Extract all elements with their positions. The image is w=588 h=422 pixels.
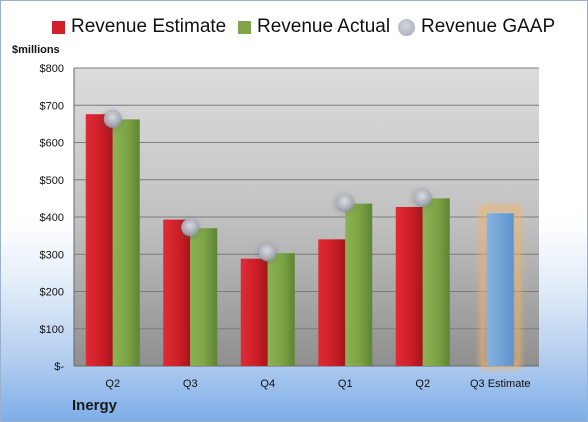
- x-tick-label: Q2: [415, 378, 430, 390]
- y-axis-title: $millions: [12, 44, 60, 56]
- x-tick-label: Q3 Estimate: [470, 378, 531, 390]
- y-tick-label: $800: [40, 63, 64, 75]
- legend-item-revenue-actual: Revenue Actual: [238, 16, 390, 38]
- y-tick-label: $300: [40, 249, 64, 261]
- x-tick-label: Q2: [105, 378, 120, 390]
- marker-revenue-gaap: [258, 243, 277, 262]
- x-tick-label: Q1: [338, 378, 353, 390]
- bar-revenue-estimate: [395, 206, 423, 366]
- legend-item-revenue-estimate: Revenue Estimate: [52, 16, 226, 38]
- bar-revenue-actual: [190, 228, 218, 366]
- y-tick-label: $400: [40, 212, 64, 224]
- legend-marker-revenue-gaap: [398, 18, 415, 36]
- legend-label-revenue-gaap: Revenue GAAP: [421, 16, 556, 37]
- y-tick-label: $500: [40, 175, 64, 187]
- legend-label-revenue-actual: Revenue Actual: [257, 16, 391, 37]
- company-name: Inergy: [72, 397, 118, 414]
- marker-revenue-gaap: [336, 193, 355, 212]
- marker-revenue-gaap: [181, 218, 200, 237]
- y-tick-label: $-: [54, 361, 64, 373]
- y-tick-label: $700: [40, 100, 64, 112]
- legend-item-revenue-gaap: Revenue GAAP: [398, 16, 555, 38]
- bar-revenue-estimate: [163, 219, 191, 366]
- bar-revenue-actual: [112, 119, 140, 366]
- bar-q3-estimate: [486, 213, 514, 366]
- legend-swatch-revenue-estimate: [52, 20, 65, 34]
- bar-revenue-actual: [345, 203, 373, 366]
- legend-label-revenue-estimate: Revenue Estimate: [71, 16, 227, 37]
- bar-revenue-actual: [267, 253, 295, 366]
- bar-revenue-estimate: [318, 239, 346, 366]
- x-tick-label: Q3: [183, 378, 198, 390]
- marker-revenue-gaap: [103, 110, 122, 129]
- bar-revenue-actual: [422, 198, 450, 366]
- y-tick-label: $600: [40, 138, 64, 150]
- chart-legend: Revenue Estimate Revenue Actual Revenue …: [0, 16, 588, 42]
- y-tick-label: $100: [40, 324, 64, 336]
- x-tick-label: Q4: [260, 378, 275, 390]
- legend-swatch-revenue-actual: [238, 20, 251, 34]
- marker-revenue-gaap: [413, 189, 432, 208]
- bar-revenue-estimate: [240, 258, 268, 366]
- y-tick-label: $200: [40, 287, 64, 299]
- bar-revenue-estimate: [85, 114, 113, 366]
